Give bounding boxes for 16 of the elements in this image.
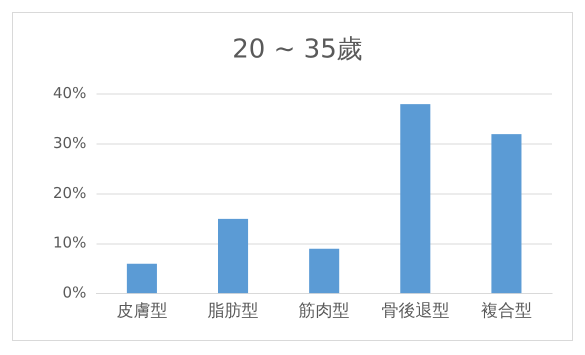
y-tick-label: 20% xyxy=(52,184,86,202)
bar xyxy=(491,134,522,294)
y-tick-label: 30% xyxy=(52,134,86,152)
x-tick-label: 骨後退型 xyxy=(381,301,450,322)
x-tick-label: 複合型 xyxy=(480,301,532,322)
y-tick-label: 0% xyxy=(62,283,86,302)
x-tick-label: 筋肉型 xyxy=(298,301,350,322)
bar xyxy=(126,264,157,294)
bar xyxy=(400,104,430,294)
bar xyxy=(309,248,340,294)
y-tick-label: 40% xyxy=(52,84,86,102)
y-tick-label: 10% xyxy=(52,234,86,252)
chart-title: 20 ~ 35歲 xyxy=(232,34,363,64)
x-tick-label: 皮膚型 xyxy=(116,301,168,322)
x-tick-label: 脂肪型 xyxy=(208,301,259,322)
bar xyxy=(218,218,248,294)
